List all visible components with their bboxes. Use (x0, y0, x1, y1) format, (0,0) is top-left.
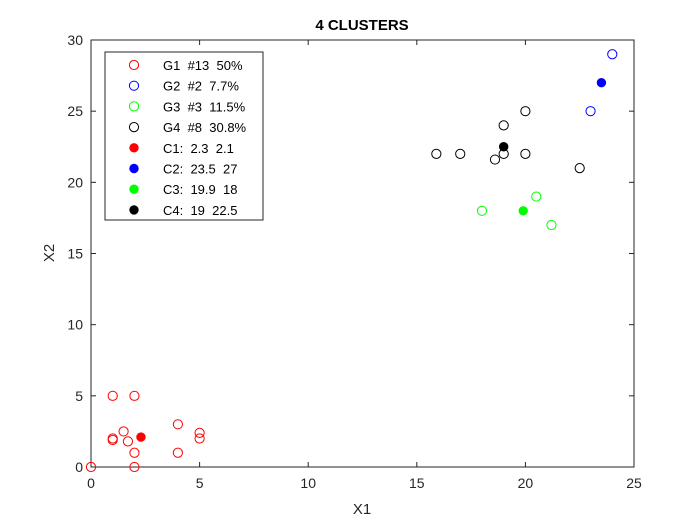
data-point-1 (172, 447, 183, 458)
legend-marker (129, 205, 139, 215)
legend-entry-label: C3: 19.9 18 (163, 182, 237, 197)
data-point-1 (107, 433, 118, 444)
data-point-2 (585, 106, 596, 117)
x-tick-label: 20 (518, 475, 534, 491)
centroid-point-6 (596, 78, 607, 88)
data-point-4 (455, 148, 466, 159)
centroid-point-7 (518, 206, 528, 216)
data-points (85, 49, 618, 473)
legend-marker (128, 122, 140, 133)
legend-marker (128, 59, 140, 71)
legend-entry-label: C2: 23.5 27 (163, 162, 237, 177)
data-point-3 (476, 205, 488, 216)
axes: 0 5 10 15 20 25 0 5 10 15 20 25 30 (67, 32, 642, 491)
data-point-2 (607, 49, 618, 60)
x-tick-label: 10 (300, 475, 316, 491)
y-axis-label: X2 (41, 244, 58, 262)
y-tick-label: 20 (67, 174, 83, 190)
x-axis-label: X1 (353, 501, 371, 518)
legend-marker (129, 184, 139, 194)
data-point-1 (194, 427, 205, 438)
data-point-1 (118, 426, 129, 437)
data-point-1 (129, 447, 140, 458)
x-tick-label: 25 (626, 475, 642, 491)
data-point-1 (172, 419, 183, 430)
legend-marker (129, 143, 139, 153)
data-point-4 (489, 154, 501, 165)
chart-title: 4 CLUSTERS (315, 17, 408, 34)
data-point-4 (498, 120, 509, 131)
x-tick-label: 15 (409, 475, 425, 491)
legend: G1 #13 50% G2 #2 7.7% G3 #3 11.5% G4 #8 30.… (104, 51, 264, 221)
legend-entry-label: G2 #2 7.7% (163, 79, 239, 94)
legend-entry-label: C1: 2.3 2.1 (163, 141, 234, 156)
centroid-point-8 (498, 142, 509, 152)
data-point-3 (546, 219, 557, 231)
data-point-3 (531, 191, 542, 202)
legend-marker (129, 163, 139, 174)
y-tick-label: 15 (67, 246, 83, 262)
y-tick-label: 0 (75, 459, 83, 475)
data-point-1 (122, 436, 134, 447)
legend-marker (128, 101, 140, 112)
centroid-point-5 (136, 432, 146, 442)
data-point-4 (574, 163, 585, 174)
legend-marker (128, 80, 140, 91)
data-point-4 (520, 106, 531, 117)
y-tick-label: 30 (67, 32, 83, 48)
data-point-1 (129, 390, 140, 401)
data-point-1 (107, 390, 118, 401)
legend-entry-label: G4 #8 30.8% (163, 120, 247, 135)
data-point-1 (85, 461, 97, 473)
data-point-4 (520, 148, 531, 159)
y-tick-label: 5 (75, 388, 83, 404)
y-tick-label: 10 (67, 317, 83, 333)
data-point-4 (431, 148, 442, 159)
data-point-1 (129, 461, 140, 473)
x-tick-label: 5 (196, 475, 204, 491)
y-tick-label: 25 (67, 103, 83, 119)
x-tick-label: 0 (87, 475, 95, 491)
legend-entry-label: G3 #3 11.5% (163, 99, 246, 114)
legend-entry-label: G1 #13 50% (163, 58, 243, 73)
legend-entry-label: C4: 19 22.5 (163, 203, 237, 218)
data-point-1 (194, 433, 205, 444)
